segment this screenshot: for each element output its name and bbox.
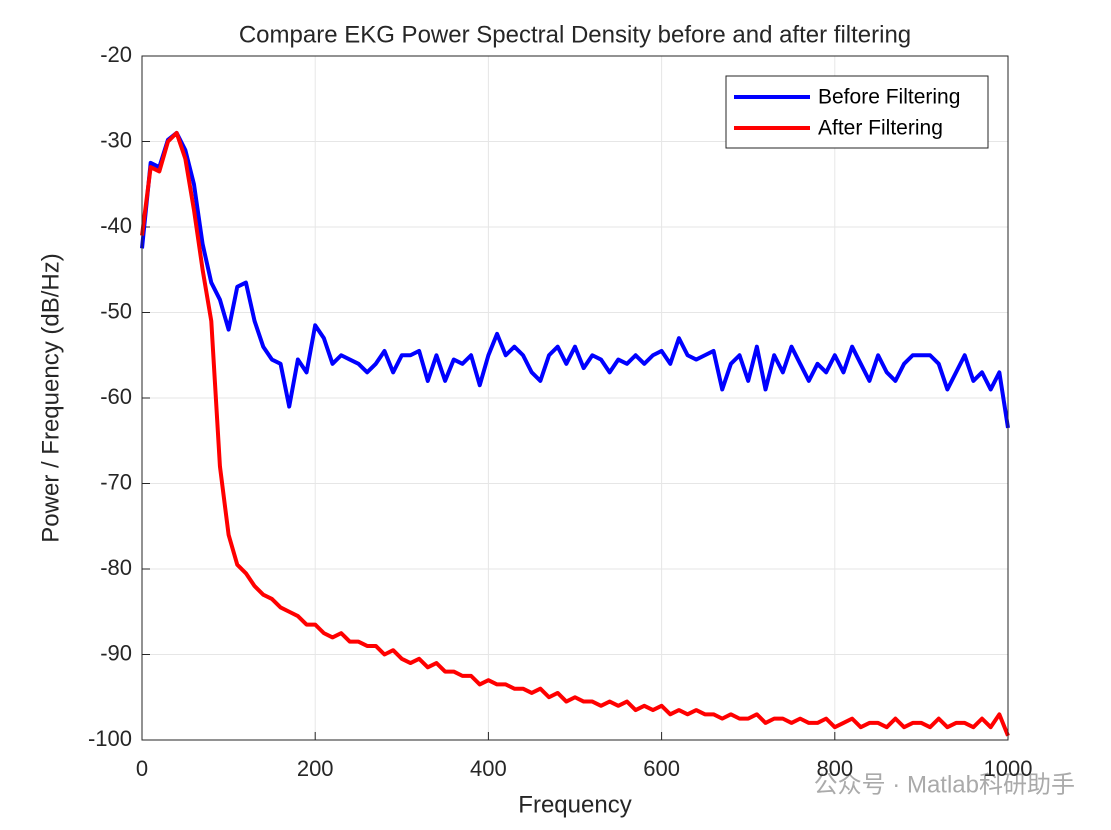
x-tick-label: 1000 xyxy=(984,756,1033,781)
x-tick-label: 200 xyxy=(297,756,334,781)
chart-title: Compare EKG Power Spectral Density befor… xyxy=(239,21,911,48)
x-tick-label: 400 xyxy=(470,756,507,781)
legend-box xyxy=(725,75,989,149)
x-tick-label: 600 xyxy=(643,756,680,781)
legend-label: After Filtering xyxy=(818,117,943,140)
y-tick-label: -60 xyxy=(100,384,132,409)
axes-box xyxy=(141,55,1009,741)
legend-label: Before Filtering xyxy=(818,86,960,109)
x-tick-label: 800 xyxy=(816,756,853,781)
y-tick-label: -80 xyxy=(100,555,132,580)
y-tick-label: -40 xyxy=(100,213,132,238)
x-axis-label: Frequency xyxy=(518,791,631,818)
lines xyxy=(140,130,1010,737)
y-tick-label: -30 xyxy=(100,127,132,152)
y-tick-label: -90 xyxy=(100,640,132,665)
series-line xyxy=(140,130,1010,429)
series-line xyxy=(140,130,1010,737)
y-axis-label: Power / Frequency (dB/Hz) xyxy=(37,253,64,542)
watermark: 公众号 · Matlab科研助手 xyxy=(814,771,1075,798)
y-tick-label: -100 xyxy=(88,726,132,751)
y-tick-label: -50 xyxy=(100,298,132,323)
y-tick-label: -20 xyxy=(100,42,132,67)
x-tick-label: 0 xyxy=(136,756,148,781)
y-tick-label: -70 xyxy=(100,469,132,494)
